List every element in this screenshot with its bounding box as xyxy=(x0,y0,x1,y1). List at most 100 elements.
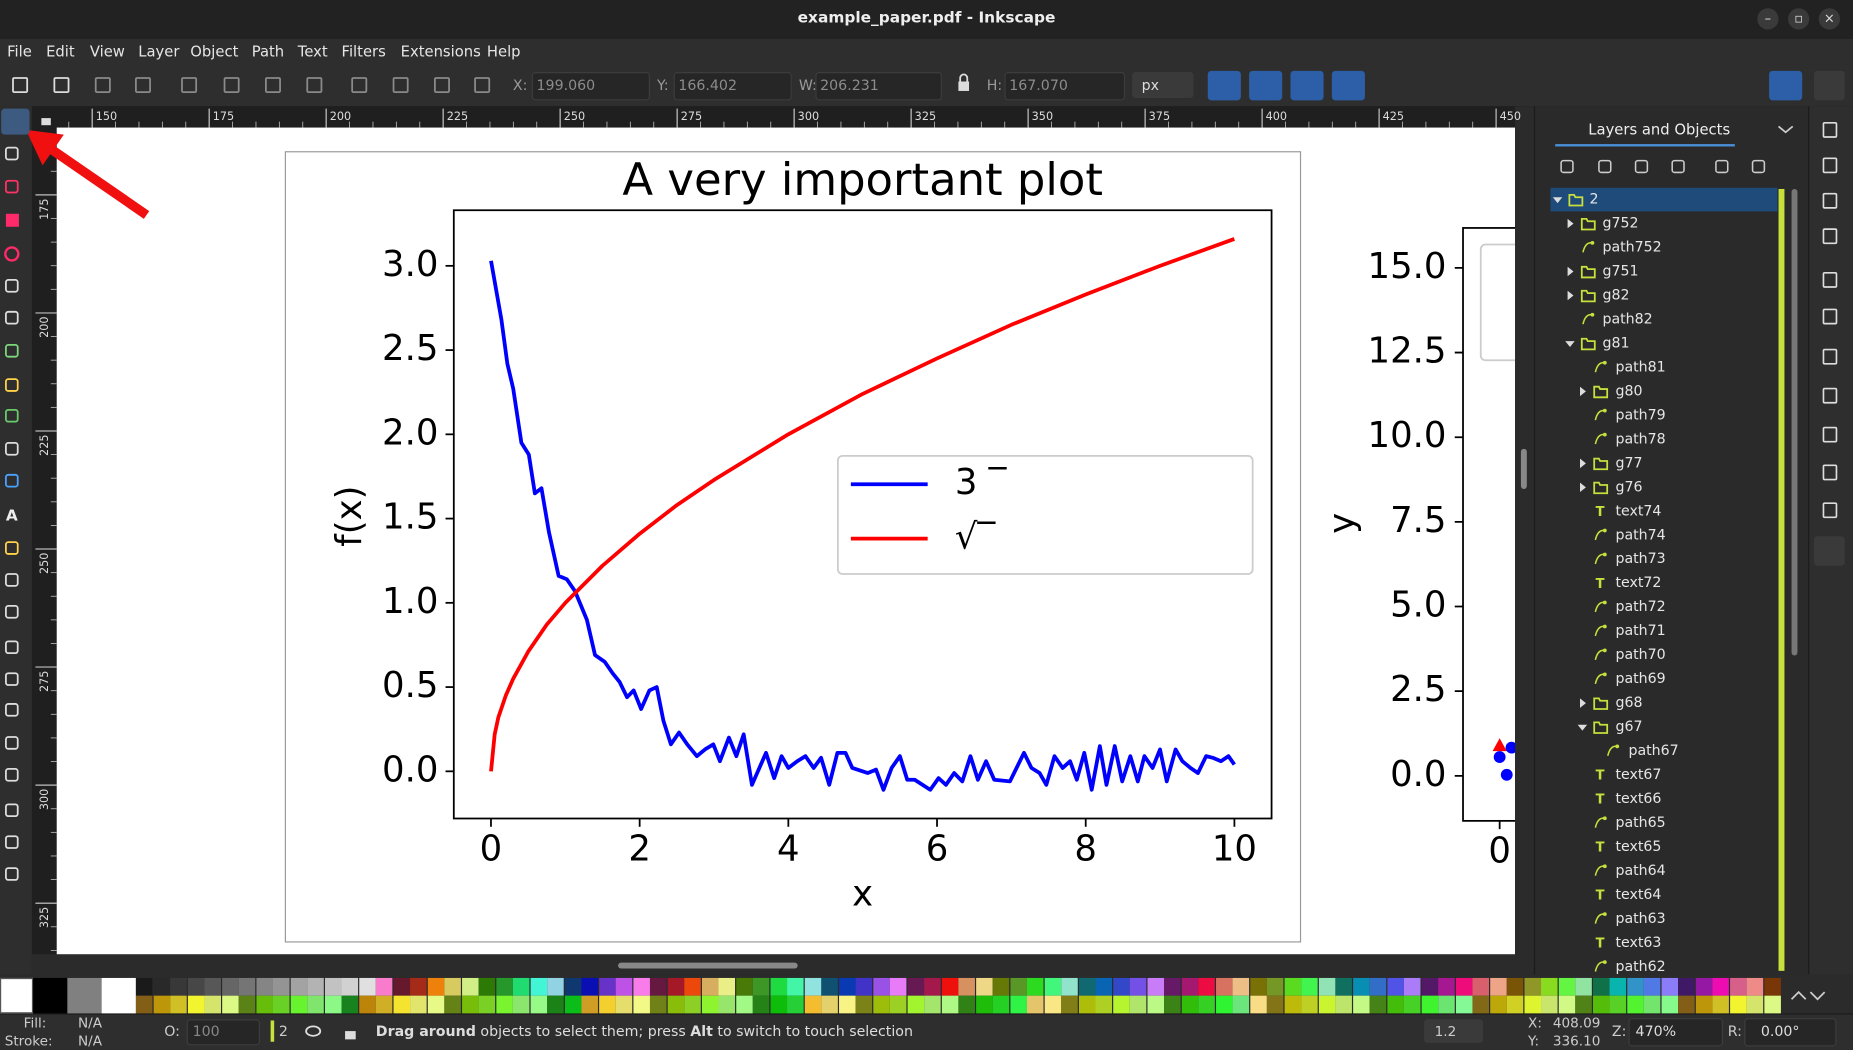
panel-scrollbar[interactable] xyxy=(1791,188,1798,656)
field-value[interactable]: 206.231 xyxy=(820,76,879,94)
swatch[interactable] xyxy=(838,995,856,1014)
opacity-value[interactable]: 100 xyxy=(192,1022,220,1040)
swatch[interactable] xyxy=(804,995,821,1014)
swatch[interactable] xyxy=(1558,995,1575,1014)
toggle-button[interactable] xyxy=(1331,70,1365,101)
swatch[interactable] xyxy=(1232,977,1250,996)
swatch[interactable] xyxy=(1489,995,1507,1014)
swatch[interactable] xyxy=(1129,995,1147,1014)
swatch[interactable] xyxy=(907,977,924,996)
swatch[interactable] xyxy=(375,995,393,1014)
swatch[interactable] xyxy=(1575,977,1592,996)
swatch[interactable] xyxy=(1249,995,1267,1014)
swatch[interactable] xyxy=(889,995,907,1014)
swatch[interactable] xyxy=(1489,977,1507,996)
swatch[interactable] xyxy=(1164,977,1181,996)
swatch[interactable] xyxy=(1746,977,1764,996)
swatch[interactable] xyxy=(1009,977,1027,996)
swatch[interactable] xyxy=(1078,977,1095,996)
swatch[interactable] xyxy=(33,977,68,1014)
swatch[interactable] xyxy=(821,995,838,1014)
swatch[interactable] xyxy=(1095,995,1113,1014)
swatch[interactable] xyxy=(1129,977,1147,996)
swatch[interactable] xyxy=(1592,977,1609,996)
swatch[interactable] xyxy=(684,995,701,1014)
swatch[interactable] xyxy=(341,995,359,1014)
swatch[interactable] xyxy=(255,995,273,1014)
panel-tab-title[interactable]: Layers and Objects xyxy=(1588,120,1731,139)
swatch[interactable] xyxy=(1609,995,1627,1014)
swatch[interactable] xyxy=(1181,977,1198,996)
zoom-input[interactable] xyxy=(1628,1018,1724,1047)
swatch[interactable] xyxy=(1112,977,1130,996)
swatch[interactable] xyxy=(769,977,787,996)
menu-item[interactable]: View xyxy=(89,42,125,61)
swatch[interactable] xyxy=(649,977,667,996)
swatch[interactable] xyxy=(1643,995,1661,1014)
swatch[interactable] xyxy=(838,977,856,996)
swatch[interactable] xyxy=(1403,977,1421,996)
swatch[interactable] xyxy=(461,977,479,996)
swatch[interactable] xyxy=(1626,995,1644,1014)
swatch[interactable] xyxy=(1301,995,1318,1014)
swatch[interactable] xyxy=(632,995,650,1014)
swatch[interactable] xyxy=(238,995,256,1014)
swatch[interactable] xyxy=(855,977,873,996)
swatch[interactable] xyxy=(170,977,187,996)
swatch[interactable] xyxy=(1403,995,1421,1014)
field-input[interactable] xyxy=(673,72,792,101)
swatch[interactable] xyxy=(427,977,444,996)
swatch[interactable] xyxy=(564,995,581,1014)
swatch[interactable] xyxy=(153,977,170,996)
swatch[interactable] xyxy=(1146,977,1164,996)
field-value[interactable]: 167.070 xyxy=(1009,76,1068,94)
swatch[interactable] xyxy=(889,977,907,996)
swatch[interactable] xyxy=(444,995,461,1014)
swatch[interactable] xyxy=(153,995,170,1014)
swatch[interactable] xyxy=(461,995,479,1014)
swatch[interactable] xyxy=(1643,977,1661,996)
swatch[interactable] xyxy=(307,995,324,1014)
scroll-thumb[interactable] xyxy=(1520,448,1527,489)
swatch[interactable] xyxy=(1558,977,1575,996)
swatch[interactable] xyxy=(1609,977,1627,996)
swatch[interactable] xyxy=(941,995,958,1014)
vertical-scrollbar[interactable] xyxy=(1515,106,1534,975)
swatch[interactable] xyxy=(1626,977,1644,996)
swatch[interactable] xyxy=(1215,995,1232,1014)
swatch[interactable] xyxy=(1438,995,1455,1014)
swatch[interactable] xyxy=(1386,995,1404,1014)
menu-item[interactable]: File xyxy=(7,42,32,61)
swatch[interactable] xyxy=(958,995,975,1014)
swatch[interactable] xyxy=(1181,995,1198,1014)
swatch[interactable] xyxy=(478,995,496,1014)
swatch[interactable] xyxy=(1369,977,1387,996)
swatch[interactable] xyxy=(1678,995,1695,1014)
swatch[interactable] xyxy=(135,995,153,1014)
swatch[interactable] xyxy=(1249,977,1267,996)
swatch[interactable] xyxy=(1729,995,1747,1014)
swatch[interactable] xyxy=(769,995,787,1014)
swatch[interactable] xyxy=(1695,977,1712,996)
swatch[interactable] xyxy=(101,977,136,1014)
swatch[interactable] xyxy=(1112,995,1130,1014)
swatch[interactable] xyxy=(204,995,221,1014)
swatch[interactable] xyxy=(1061,977,1078,996)
swatch[interactable] xyxy=(1164,995,1181,1014)
swatch[interactable] xyxy=(1044,995,1061,1014)
panel-tab[interactable] xyxy=(1555,115,1735,147)
swatch[interactable] xyxy=(821,977,838,996)
swatch[interactable] xyxy=(718,977,736,996)
field-input[interactable] xyxy=(815,72,942,101)
swatch[interactable] xyxy=(444,977,461,996)
swatch[interactable] xyxy=(1198,995,1215,1014)
rotation-input[interactable] xyxy=(1744,1018,1837,1047)
swatch[interactable] xyxy=(598,995,616,1014)
swatch[interactable] xyxy=(1523,977,1541,996)
swatch[interactable] xyxy=(975,995,993,1014)
swatch[interactable] xyxy=(1283,995,1301,1014)
swatch[interactable] xyxy=(804,977,821,996)
swatch[interactable] xyxy=(649,995,667,1014)
field-value[interactable]: 199.060 xyxy=(536,76,596,94)
swatch[interactable] xyxy=(410,995,427,1014)
